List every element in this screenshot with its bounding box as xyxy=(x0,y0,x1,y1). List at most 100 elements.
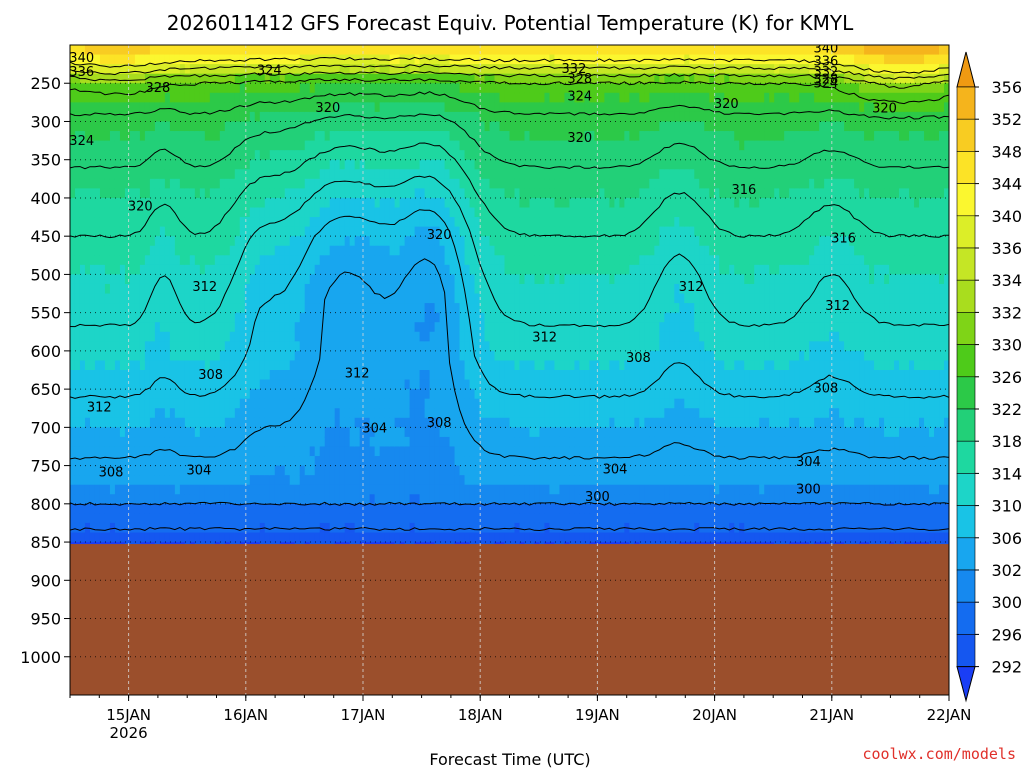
band-cell xyxy=(294,83,301,94)
band-cell xyxy=(244,465,251,476)
band-cell xyxy=(294,274,301,285)
band-cell xyxy=(334,436,341,448)
band-cell xyxy=(329,45,336,56)
band-cell xyxy=(379,245,386,256)
band-cell xyxy=(214,121,221,132)
band-cell xyxy=(314,274,321,285)
band-cell xyxy=(159,379,166,390)
band-cell xyxy=(194,131,201,142)
band-cell xyxy=(299,188,306,199)
band-cell xyxy=(309,197,316,209)
band-cell xyxy=(274,64,281,75)
band-cell xyxy=(134,236,141,247)
band-cell xyxy=(279,513,286,524)
band-cell xyxy=(279,45,286,56)
band-cell xyxy=(374,370,381,381)
band-cell xyxy=(319,92,326,103)
band-cell xyxy=(239,150,246,161)
band-cell xyxy=(114,417,121,428)
band-cell xyxy=(379,484,386,495)
band-cell xyxy=(314,207,321,218)
band-cell xyxy=(134,360,141,371)
band-cell xyxy=(139,446,146,457)
band-cell xyxy=(219,370,226,381)
band-cell xyxy=(84,293,91,304)
band-cell xyxy=(249,389,256,400)
band-cell xyxy=(84,188,91,199)
band-cell xyxy=(434,274,441,285)
band-cell xyxy=(394,150,401,161)
band-cell xyxy=(304,494,311,505)
band-cell xyxy=(149,226,156,237)
band-cell xyxy=(324,188,331,199)
band-cell xyxy=(99,331,106,342)
band-cell xyxy=(379,331,386,342)
band-cell xyxy=(279,236,286,247)
band-cell xyxy=(134,73,141,84)
band-cell xyxy=(139,341,146,352)
band-cell xyxy=(129,102,136,113)
band-cell xyxy=(164,140,171,151)
band-cell xyxy=(414,398,421,409)
band-cell xyxy=(284,475,291,486)
band-cell xyxy=(309,379,316,390)
band-cell xyxy=(184,417,191,428)
band-cell xyxy=(294,370,301,381)
band-cell xyxy=(219,312,226,323)
band-cell xyxy=(149,341,156,352)
band-cell xyxy=(254,465,261,476)
band-cell xyxy=(134,188,141,199)
band-cell xyxy=(229,341,236,352)
band-cell xyxy=(99,150,106,161)
band-cell xyxy=(119,341,126,352)
band-cell xyxy=(139,274,146,285)
band-cell xyxy=(429,436,436,448)
band-cell xyxy=(209,178,216,189)
band-cell xyxy=(169,255,176,266)
band-cell xyxy=(289,111,296,123)
band-cell xyxy=(184,140,191,151)
band-cell xyxy=(154,150,161,161)
band-cell xyxy=(284,54,291,65)
band-cell xyxy=(134,283,141,295)
band-cell xyxy=(369,293,376,304)
band-cell xyxy=(414,54,421,65)
band-cell xyxy=(244,207,251,218)
band-cell xyxy=(214,503,221,514)
band-cell xyxy=(429,475,436,486)
band-cell xyxy=(334,350,341,362)
band-cell xyxy=(334,408,341,419)
band-cell xyxy=(109,255,116,266)
band-cell xyxy=(89,494,96,505)
band-cell xyxy=(74,207,81,218)
band-cell xyxy=(379,178,386,189)
band-cell xyxy=(349,73,356,84)
band-cell xyxy=(254,178,261,189)
band-cell xyxy=(309,484,316,495)
band-cell xyxy=(319,417,326,428)
band-cell xyxy=(189,436,196,448)
band-cell xyxy=(109,54,116,65)
band-cell xyxy=(149,169,156,180)
band-cell xyxy=(94,255,101,266)
band-cell xyxy=(284,370,291,381)
band-cell xyxy=(89,379,96,390)
band-cell xyxy=(104,54,111,65)
band-cell xyxy=(309,169,316,180)
band-cell xyxy=(314,45,321,56)
band-cell xyxy=(264,264,271,276)
band-cell xyxy=(394,379,401,390)
band-cell xyxy=(209,293,216,304)
band-cell xyxy=(344,236,351,247)
band-cell xyxy=(204,159,211,170)
band-cell xyxy=(179,436,186,448)
band-cell xyxy=(279,484,286,495)
band-cell xyxy=(209,350,216,362)
band-cell xyxy=(424,217,431,228)
band-cell xyxy=(434,73,441,84)
band-cell xyxy=(204,303,211,314)
band-cell xyxy=(274,274,281,285)
band-cell xyxy=(239,522,246,534)
band-cell xyxy=(394,417,401,428)
band-cell xyxy=(254,484,261,495)
